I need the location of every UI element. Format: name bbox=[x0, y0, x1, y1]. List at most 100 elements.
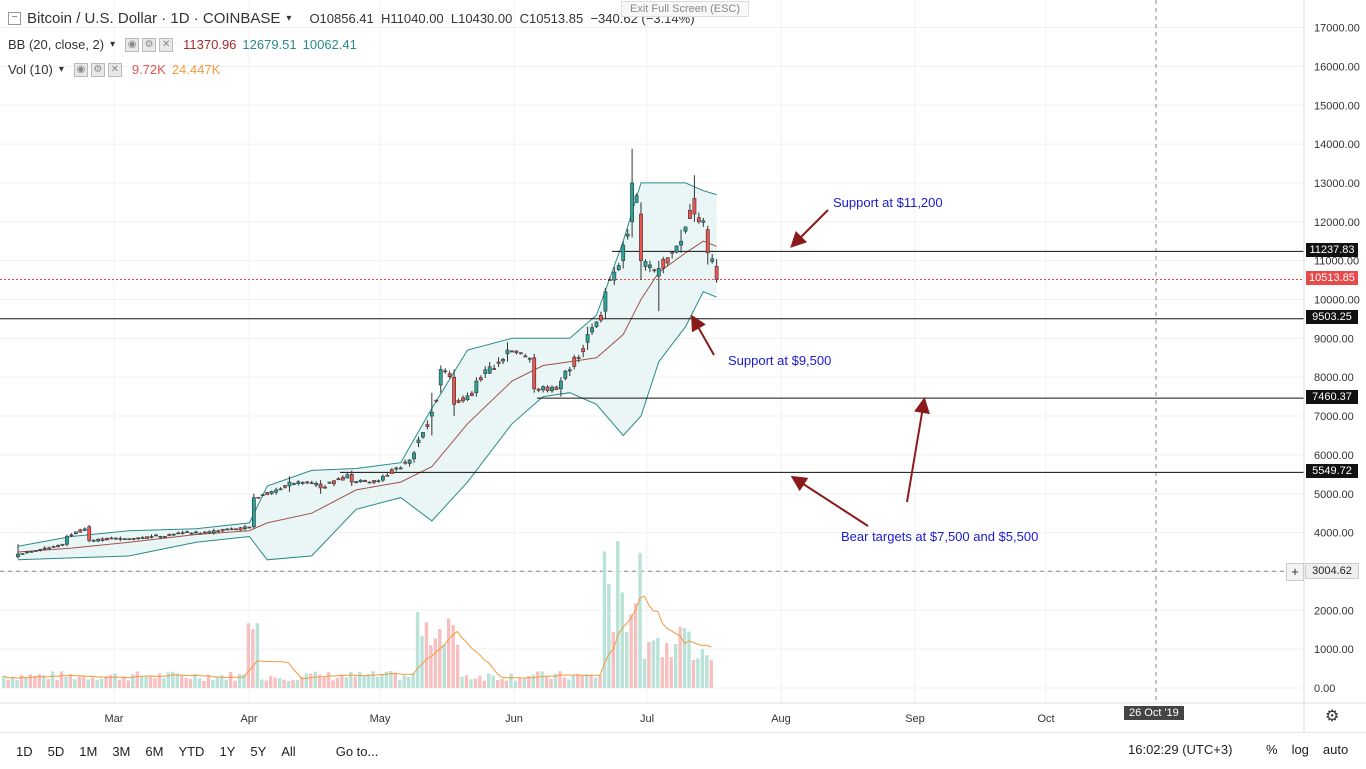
candle-body bbox=[688, 210, 692, 219]
volume-bar bbox=[629, 614, 633, 688]
volume-bar bbox=[402, 675, 406, 688]
goto-button[interactable]: Go to... bbox=[335, 743, 379, 759]
timeframe-1y-button[interactable]: 1Y bbox=[219, 743, 236, 759]
candle-body bbox=[354, 481, 359, 484]
volume-bar bbox=[571, 674, 575, 688]
timeframe-5y-button[interactable]: 5Y bbox=[250, 743, 267, 759]
volume-bar bbox=[135, 671, 139, 688]
chevron-down-icon[interactable]: ▾ bbox=[110, 39, 116, 50]
volume-bar bbox=[678, 626, 682, 688]
settings-gear-icon[interactable]: ⚙ bbox=[1325, 708, 1340, 725]
gear-icon[interactable]: ⚙ bbox=[142, 37, 157, 52]
bb-upper-value: 12679.51 bbox=[242, 37, 297, 52]
volume-bar bbox=[122, 676, 126, 688]
candle-body bbox=[710, 258, 715, 262]
volume-bar bbox=[500, 678, 504, 688]
candle-body bbox=[154, 534, 158, 537]
candle-body bbox=[127, 538, 132, 541]
volume-bar bbox=[540, 671, 544, 688]
candle-body bbox=[643, 261, 648, 267]
volume-bar bbox=[295, 679, 300, 688]
candle-body bbox=[203, 531, 207, 534]
annotation-arrow bbox=[790, 475, 869, 527]
auto-scale-button[interactable]: auto bbox=[1322, 742, 1349, 757]
symbol-title[interactable]: Bitcoin / U.S. Dollar · 1D · COINBASE bbox=[27, 10, 281, 27]
candle-body bbox=[492, 368, 497, 370]
volume-bar bbox=[269, 676, 273, 688]
crosshair-price-label: 3004.62 bbox=[1305, 563, 1359, 579]
candle-body bbox=[318, 483, 323, 489]
chart-canvas[interactable]: 17000.00 16000.00 15000.00 14000.00 13000.00… bbox=[0, 0, 1366, 732]
timeframe-5d-button[interactable]: 5D bbox=[47, 743, 65, 759]
timeframe-ytd-button[interactable]: YTD bbox=[178, 743, 205, 759]
volume-bar bbox=[420, 635, 424, 688]
percent-scale-button[interactable]: % bbox=[1266, 742, 1278, 757]
candle-body bbox=[118, 538, 123, 540]
log-scale-button[interactable]: log bbox=[1291, 742, 1309, 757]
candle-body bbox=[425, 424, 430, 427]
add-plus-icon[interactable]: + bbox=[1286, 563, 1304, 581]
support-9500-price-label: 9503.25 bbox=[1306, 310, 1358, 324]
candle-body bbox=[518, 352, 523, 355]
candle-body bbox=[701, 220, 706, 223]
volume-bar bbox=[469, 679, 473, 688]
candle-body bbox=[358, 479, 363, 483]
last-price-label: 10513.85 bbox=[1306, 271, 1358, 285]
price-tick-label: 9000.00 bbox=[1314, 333, 1354, 345]
volume-bar bbox=[117, 679, 122, 688]
close-value: C10513.85 bbox=[519, 11, 584, 26]
timeframe-1m-button[interactable]: 1M bbox=[79, 743, 98, 759]
volume-bar bbox=[188, 678, 193, 688]
volume-bar bbox=[362, 675, 366, 688]
volume-bar bbox=[353, 676, 357, 688]
close-icon[interactable]: ✕ bbox=[159, 37, 174, 52]
volume-bar bbox=[197, 678, 202, 688]
low-value: L10430.00 bbox=[450, 11, 513, 26]
candle-body bbox=[283, 485, 287, 488]
chevron-down-icon[interactable]: ▾ bbox=[58, 64, 64, 75]
open-value: O10856.41 bbox=[309, 11, 374, 26]
candle-body bbox=[238, 527, 243, 531]
bottom-toolbar: 1D 5D 1M 3M 6M YTD 1Y 5Y All Go to... 16… bbox=[0, 732, 1366, 769]
candle-body bbox=[398, 467, 403, 470]
candle-body bbox=[336, 478, 341, 480]
price-tick-label: 0.00 bbox=[1314, 683, 1335, 695]
volume-bar bbox=[509, 673, 513, 688]
volume-bar bbox=[642, 658, 647, 688]
bb-indicator-name[interactable]: BB (20, close, 2) bbox=[8, 37, 105, 52]
volume-bar bbox=[50, 671, 55, 688]
volume-bar bbox=[104, 676, 108, 688]
exit-fullscreen-button[interactable]: Exit Full Screen (ESC) bbox=[621, 1, 750, 17]
eye-icon[interactable]: ◉ bbox=[125, 37, 140, 52]
gear-icon[interactable]: ⚙ bbox=[90, 62, 105, 77]
vol-indicator-name[interactable]: Vol (10) bbox=[8, 62, 53, 77]
timeframe-3m-button[interactable]: 3M bbox=[112, 743, 131, 759]
candle-body bbox=[149, 536, 154, 538]
candle-body bbox=[514, 350, 519, 353]
timeframe-all-button[interactable]: All bbox=[281, 743, 296, 759]
volume-bar bbox=[237, 673, 242, 688]
timeframe-1d-button[interactable]: 1D bbox=[16, 743, 33, 759]
volume-bar bbox=[531, 674, 535, 688]
timeframe-6m-button[interactable]: 6M bbox=[145, 743, 164, 759]
candle-body bbox=[385, 474, 390, 477]
volume-bar bbox=[487, 673, 491, 688]
volume-bar bbox=[331, 680, 335, 688]
candle-body bbox=[109, 537, 114, 540]
candle-body bbox=[131, 538, 136, 540]
clock-display[interactable]: 16:02:29 (UTC+3) bbox=[1128, 742, 1233, 757]
annotation-bear-targets: Bear targets at $7,500 and $5,500 bbox=[841, 529, 1039, 544]
candle-body bbox=[243, 526, 247, 530]
eye-icon[interactable]: ◉ bbox=[73, 62, 88, 77]
chevron-down-icon[interactable]: ▾ bbox=[286, 13, 292, 24]
price-tick-label: 17000.00 bbox=[1314, 23, 1360, 35]
close-icon[interactable]: ✕ bbox=[107, 62, 122, 77]
volume-bar bbox=[59, 671, 64, 688]
candle-body bbox=[256, 496, 261, 499]
volume-bar bbox=[139, 676, 144, 688]
volume-bar bbox=[393, 672, 397, 688]
volume-bar bbox=[656, 638, 660, 688]
collapse-icon[interactable]: − bbox=[8, 12, 21, 25]
candle-body bbox=[652, 269, 657, 272]
volume-bar bbox=[522, 678, 527, 688]
